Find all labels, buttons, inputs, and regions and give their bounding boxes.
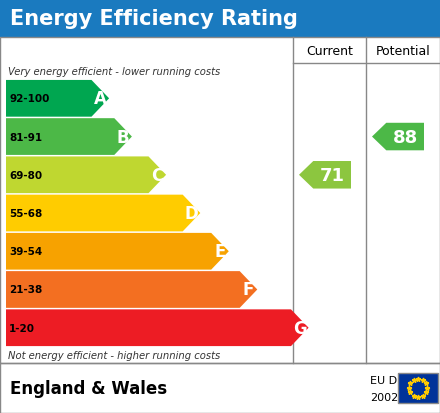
Text: Potential: Potential (376, 45, 430, 57)
Text: Very energy efficient - lower running costs: Very energy efficient - lower running co… (8, 67, 220, 77)
Bar (0, 363, 440, 413)
Polygon shape (372, 123, 424, 151)
Polygon shape (6, 157, 166, 194)
Text: C: C (151, 166, 163, 184)
Bar (0, 38, 440, 363)
Text: 92-100: 92-100 (9, 94, 49, 104)
Text: A: A (94, 90, 107, 108)
Text: 81-91: 81-91 (9, 132, 42, 142)
Bar (398, 373, 438, 403)
Polygon shape (6, 271, 257, 308)
Bar (0, 0, 440, 38)
Text: 55-68: 55-68 (9, 209, 42, 218)
Text: 88: 88 (392, 128, 418, 146)
Polygon shape (6, 81, 109, 117)
Text: F: F (243, 281, 254, 299)
Text: D: D (185, 204, 198, 223)
Polygon shape (6, 195, 200, 232)
Text: 21-38: 21-38 (9, 285, 42, 295)
Text: 69-80: 69-80 (9, 171, 42, 180)
Text: 39-54: 39-54 (9, 247, 42, 256)
Text: 2002/91/EC: 2002/91/EC (370, 392, 435, 402)
Text: England & Wales: England & Wales (10, 379, 167, 397)
Polygon shape (6, 119, 132, 156)
Text: B: B (117, 128, 129, 146)
Polygon shape (6, 310, 308, 346)
Text: EU Directive: EU Directive (370, 375, 439, 385)
Text: E: E (214, 243, 226, 261)
Text: 1-20: 1-20 (9, 323, 35, 333)
Text: G: G (293, 319, 307, 337)
Polygon shape (299, 161, 351, 189)
Text: Energy Efficiency Rating: Energy Efficiency Rating (10, 9, 298, 29)
Text: 71: 71 (319, 166, 345, 184)
Text: Current: Current (306, 45, 353, 57)
Text: Not energy efficient - higher running costs: Not energy efficient - higher running co… (8, 350, 220, 360)
Polygon shape (6, 233, 229, 270)
